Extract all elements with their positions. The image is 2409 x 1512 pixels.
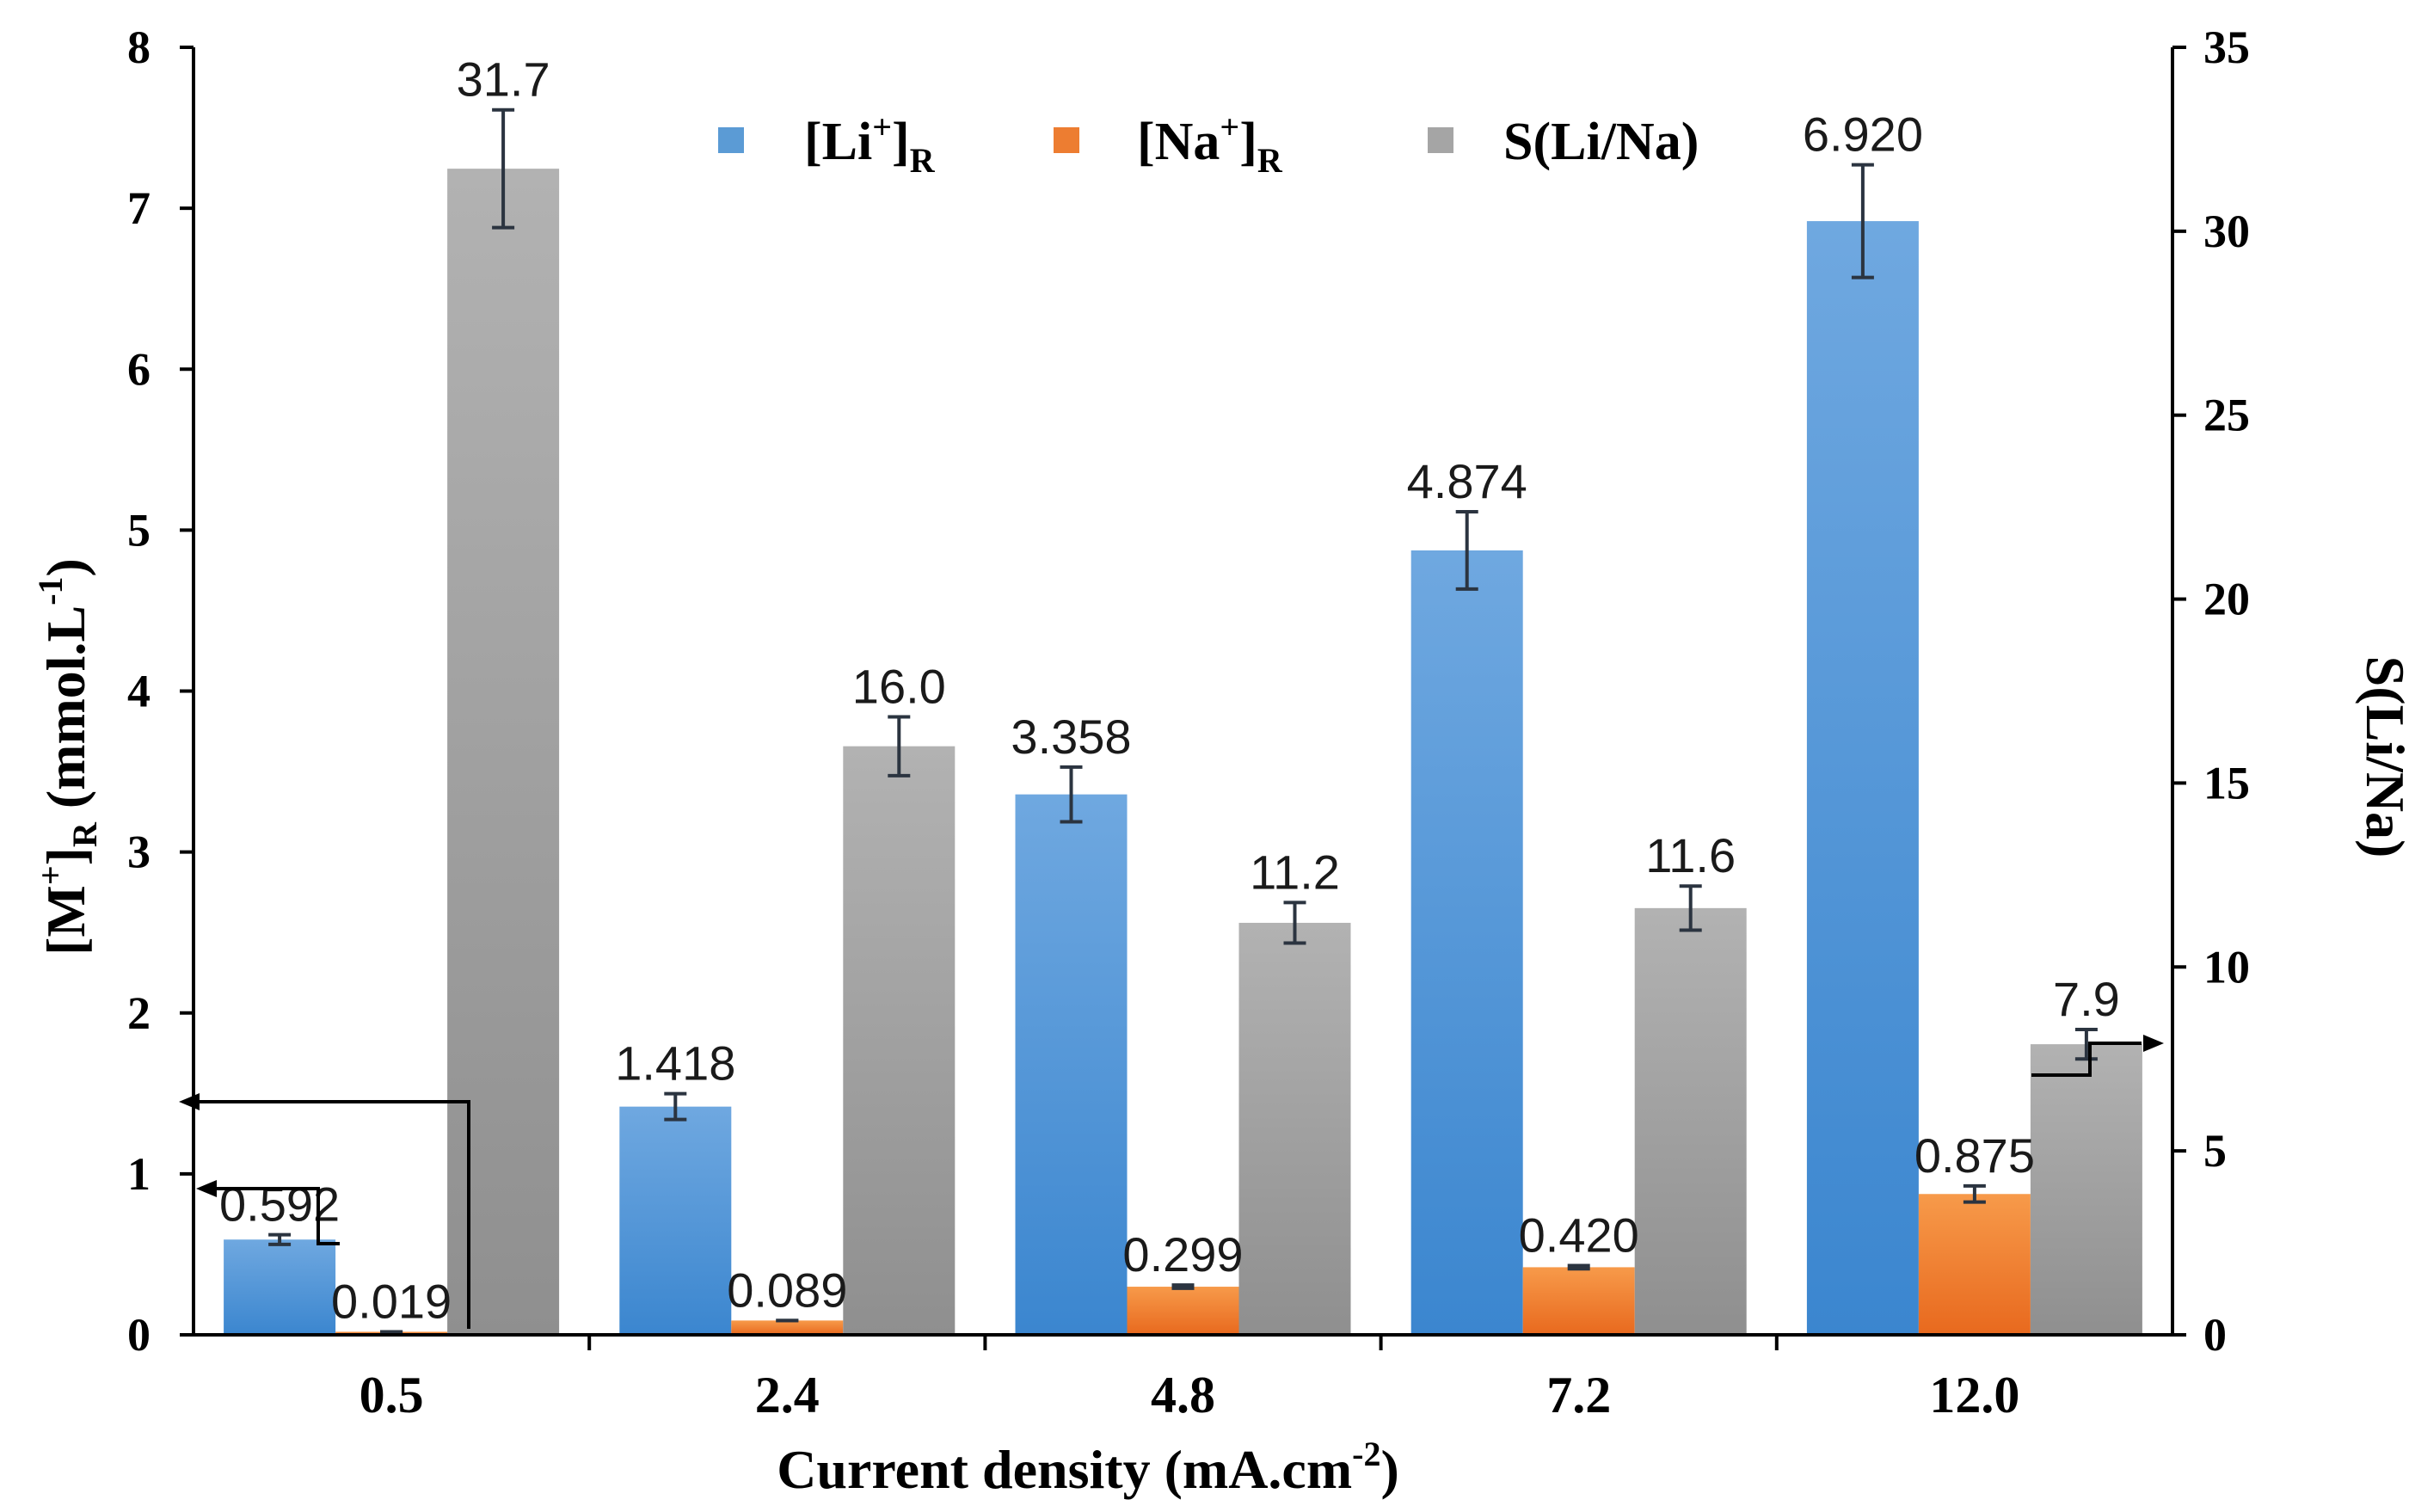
bar-lir-12.0: [1806, 221, 1919, 1336]
arrow-li-head: [196, 1180, 217, 1197]
error-bar-lir-0.5: [268, 1232, 292, 1246]
error-bar-slina-4.8: [1283, 900, 1306, 945]
left-y-tick-label-1: 1: [127, 1148, 151, 1200]
data-label-nar-2.4: 0.089: [727, 1263, 847, 1317]
legend-label-na: [Na+]R: [1137, 108, 1283, 180]
right-y-tick-label-5: 5: [2203, 1125, 2227, 1177]
x-tick-label-12.0: 12.0: [1929, 1367, 2019, 1423]
legend: [Li+]R [Na+]R S(Li/Na): [718, 108, 1699, 180]
error-bar-slina-7.2: [1679, 884, 1702, 932]
left-y-tick-label-5: 5: [127, 504, 151, 556]
data-label-lir-4.8: 3.358: [1011, 710, 1131, 764]
bar-nar-2.4: [731, 1320, 844, 1335]
x-tick-label-0.5: 0.5: [360, 1367, 424, 1423]
bar-slina-7.2: [1634, 907, 1747, 1335]
left-y-tick-label-4: 4: [127, 666, 151, 717]
right-y-tick-label-30: 30: [2203, 206, 2250, 257]
left-y-tick-label-2: 2: [127, 987, 151, 1039]
ticks-layer: 0.5 2.4 4.8 7.2 12.0 0 1 2 3 4 5 6 7 8 0 5 10 15 20 25 30 35: [127, 22, 2250, 1423]
error-bar-slina-12.0: [2074, 1027, 2098, 1061]
bar-lir-4.8: [1015, 794, 1128, 1335]
data-label-nar-7.2: 0.420: [1519, 1208, 1639, 1263]
bar-nar-12.0: [1918, 1194, 2031, 1335]
bar-nar-7.2: [1522, 1267, 1635, 1335]
data-label-slina-2.4: 16.0: [852, 659, 946, 713]
x-tick-label-7.2: 7.2: [1546, 1367, 1611, 1423]
data-label-lir-0.5: 0.592: [219, 1177, 340, 1232]
bar-nar-4.8: [1127, 1287, 1239, 1335]
error-bar-lir-7.2: [1455, 510, 1478, 591]
data-labels-layer: 0.592 0.019 31.7 1.418 0.089 16.0 3.358 0.299 11…: [219, 52, 2120, 1329]
right-y-axis-title: S(Li/Na): [2355, 656, 2409, 858]
x-axis-title: Current density (mA.cm-2): [777, 1435, 1399, 1500]
error-bar-slina-0.5: [492, 108, 515, 230]
right-y-tick-label-15: 15: [2203, 757, 2250, 808]
data-label-slina-4.8: 11.2: [1250, 845, 1340, 899]
error-bar-nar-12.0: [1963, 1183, 1986, 1204]
error-bar-lir-12.0: [1851, 163, 1874, 280]
x-tick-label-4.8: 4.8: [1151, 1367, 1215, 1423]
arrow-s-to-right-axis: [2031, 1042, 2142, 1077]
left-y-tick-label-6: 6: [127, 343, 151, 395]
data-label-slina-7.2: 11.6: [1645, 828, 1736, 882]
data-label-lir-7.2: 4.874: [1407, 454, 1527, 508]
left-y-tick-label-7: 7: [127, 182, 151, 234]
right-y-tick-label-10: 10: [2203, 941, 2250, 993]
data-label-nar-0.5: 0.019: [331, 1274, 452, 1328]
data-label-lir-12.0: 6.920: [1803, 108, 1923, 162]
right-y-tick-label-25: 25: [2203, 390, 2250, 441]
bar-lir-2.4: [619, 1106, 732, 1335]
right-y-tick-label-35: 35: [2203, 22, 2250, 73]
left-y-tick-label-0: 0: [127, 1309, 151, 1361]
arrow-s-head: [2143, 1035, 2164, 1052]
data-label-nar-12.0: 0.875: [1914, 1128, 2035, 1183]
arrow-na-to-left-axis: [198, 1100, 470, 1329]
data-label-lir-2.4: 1.418: [615, 1036, 735, 1091]
legend-swatch-s: [1428, 127, 1453, 153]
right-y-tick-label-20: 20: [2203, 574, 2250, 625]
bars-layer: [224, 169, 2142, 1336]
left-y-tick-label-3: 3: [127, 827, 151, 878]
bar-slina-12.0: [2030, 1044, 2142, 1335]
bar-slina-2.4: [843, 746, 956, 1335]
left-y-tick-label-8: 8: [127, 22, 151, 73]
error-bars-layer: [268, 108, 2098, 1334]
error-bar-lir-4.8: [1060, 765, 1083, 824]
data-label-nar-4.8: 0.299: [1122, 1227, 1243, 1282]
left-y-axis-title: [M+]R (mmol.L-1): [31, 558, 104, 956]
bar-slina-4.8: [1238, 922, 1351, 1335]
legend-label-s: S(Li/Na): [1503, 113, 1699, 171]
error-bar-lir-2.4: [664, 1091, 687, 1122]
legend-swatch-na: [1054, 127, 1079, 153]
axis-arrows: [179, 1035, 2164, 1329]
error-bar-nar-4.8: [1171, 1283, 1195, 1290]
data-label-slina-0.5: 31.7: [457, 52, 550, 107]
right-y-tick-label-0: 0: [2203, 1309, 2227, 1361]
legend-swatch-li: [718, 127, 744, 153]
error-bar-slina-2.4: [888, 715, 911, 778]
bar-lir-7.2: [1410, 550, 1523, 1335]
legend-label-li: [Li+]R: [804, 108, 936, 180]
x-tick-label-2.4: 2.4: [755, 1367, 820, 1423]
bar-slina-0.5: [447, 169, 560, 1335]
data-label-slina-12.0: 7.9: [2053, 972, 2120, 1026]
arrow-na-head: [179, 1093, 200, 1110]
error-bar-nar-7.2: [1567, 1263, 1590, 1271]
bar-lir-0.5: [224, 1239, 336, 1335]
arrow-li-to-left-axis: [215, 1187, 340, 1245]
